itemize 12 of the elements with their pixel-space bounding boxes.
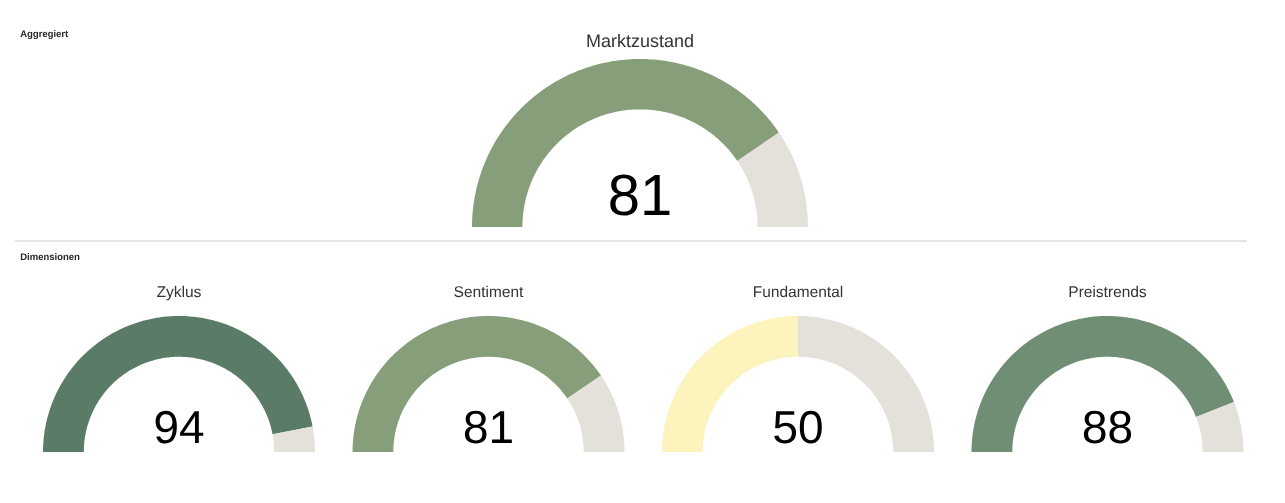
chart-title: Preistrends — [1069, 285, 1147, 298]
data-label: 50 — [774, 410, 822, 444]
chart-title: Sentiment — [454, 285, 524, 298]
data-label: 81 — [464, 410, 512, 444]
data-label: 88 — [1083, 410, 1132, 444]
data-label: 94 — [155, 410, 204, 444]
chart-title: Fundamental — [754, 285, 843, 298]
chart-title: Marktzustand — [587, 33, 693, 48]
text: Aggregiert — [20, 30, 69, 39]
text: Dimensionen — [20, 253, 80, 261]
data-label: 81 — [610, 174, 670, 216]
chart-title: Zyklus — [157, 285, 201, 301]
